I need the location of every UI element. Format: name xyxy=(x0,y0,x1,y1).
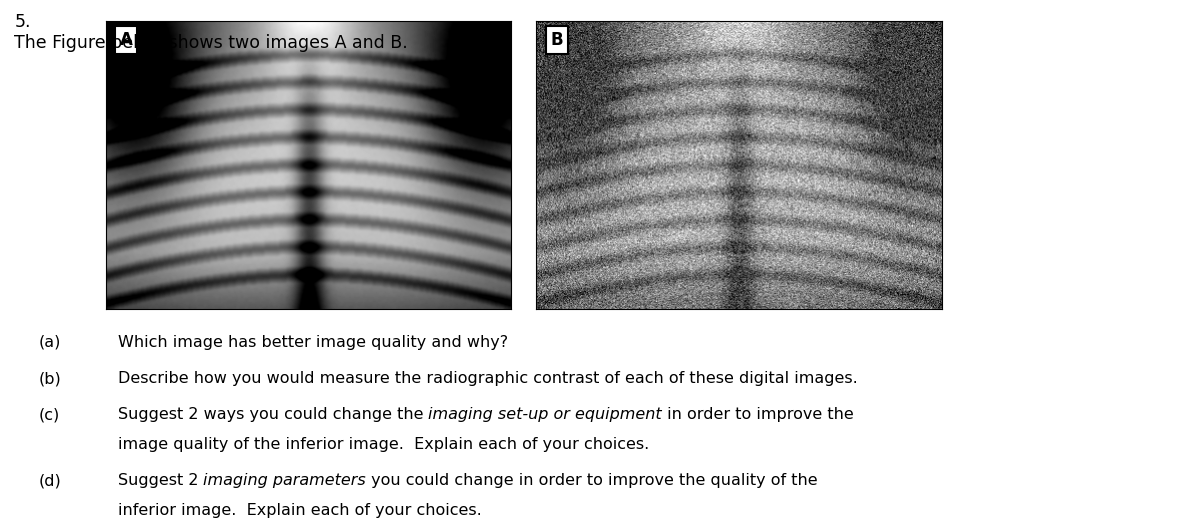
Text: (d): (d) xyxy=(38,473,61,488)
Text: inferior image.  Explain each of your choices.: inferior image. Explain each of your cho… xyxy=(118,503,481,518)
Text: Suggest 2 ways you could change the: Suggest 2 ways you could change the xyxy=(118,407,428,422)
Text: Which image has better image quality and why?: Which image has better image quality and… xyxy=(118,335,508,350)
Text: (a): (a) xyxy=(38,335,61,350)
Text: Suggest 2: Suggest 2 xyxy=(118,473,203,488)
Text: 5.: 5. xyxy=(14,13,31,31)
Text: imaging set-up or equipment: imaging set-up or equipment xyxy=(428,407,662,422)
Text: in order to improve the: in order to improve the xyxy=(662,407,853,422)
Text: (b): (b) xyxy=(38,371,61,386)
Text: The Figure below shows two images A and B.: The Figure below shows two images A and … xyxy=(14,34,408,52)
Text: A: A xyxy=(120,31,133,49)
Text: image quality of the inferior image.  Explain each of your choices.: image quality of the inferior image. Exp… xyxy=(118,437,649,452)
Text: (c): (c) xyxy=(38,407,60,422)
Text: you could change in order to improve the quality of the: you could change in order to improve the… xyxy=(366,473,817,488)
Text: Describe how you would measure the radiographic contrast of each of these digita: Describe how you would measure the radio… xyxy=(118,371,857,386)
Text: imaging parameters: imaging parameters xyxy=(203,473,366,488)
Text: B: B xyxy=(551,31,563,49)
